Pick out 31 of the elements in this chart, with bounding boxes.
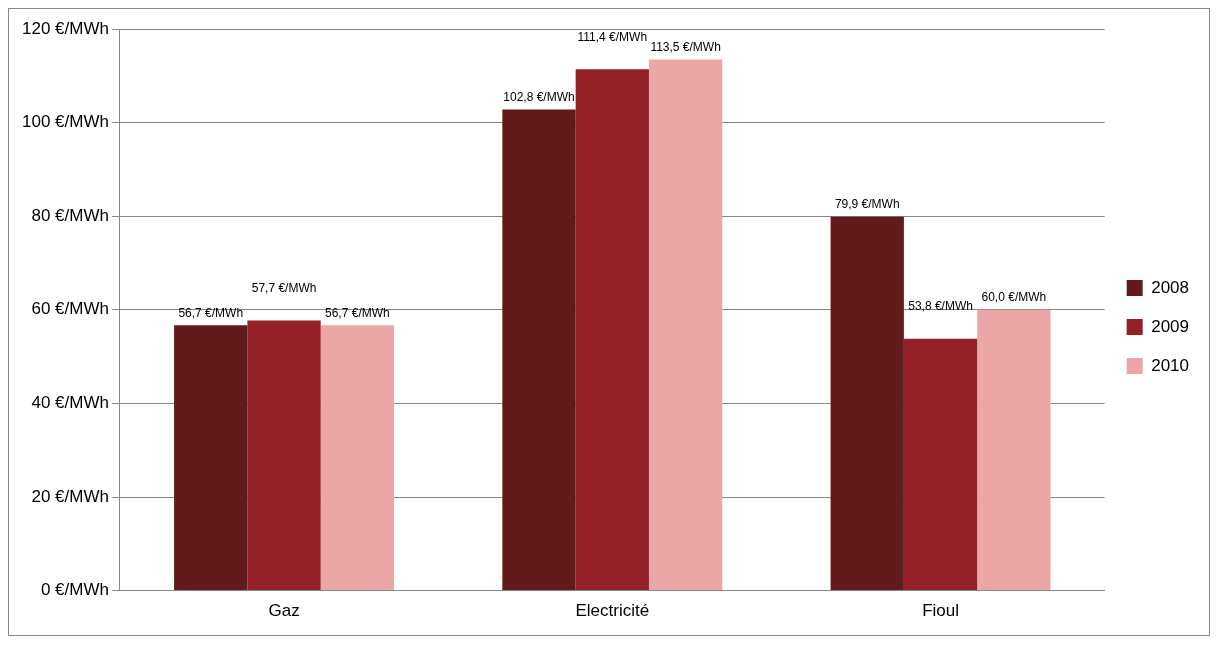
bar	[648, 59, 723, 591]
data-label: 111,4 €/MWh	[577, 29, 648, 44]
x-tick-label: Electricité	[575, 601, 650, 621]
data-label: 57,7 €/MWh	[251, 280, 317, 295]
y-tick-label: 120 €/MWh	[21, 18, 109, 38]
bar	[502, 109, 576, 591]
bar	[174, 325, 248, 591]
data-label: 102,8 €/MWh	[503, 89, 575, 104]
bar	[320, 325, 395, 591]
y-tick-label: 20 €/MWh	[31, 486, 109, 506]
data-label: 79,9 €/MWh	[834, 196, 900, 211]
data-label: 53,8 €/MWh	[908, 299, 973, 314]
bar	[977, 309, 1051, 591]
y-tick-label: 40 €/MWh	[31, 393, 109, 413]
y-tick-label: 80 €/MWh	[31, 205, 109, 225]
x-tick-label: Fioul	[922, 601, 959, 621]
x-tick-label: Gaz	[268, 601, 300, 621]
data-label: 56,7 €/MWh	[178, 305, 244, 320]
bar	[830, 216, 904, 591]
y-tick-label: 100 €/MWh	[21, 112, 109, 132]
legend-label: 2010	[1151, 355, 1190, 375]
bar	[247, 320, 321, 591]
data-label: 113,5 €/MWh	[650, 39, 721, 54]
bar	[903, 338, 978, 591]
bar	[575, 69, 649, 591]
y-tick-label: 0 €/MWh	[40, 580, 109, 600]
data-label: 60,0 €/MWh	[981, 290, 1047, 305]
legend-label: 2009	[1151, 316, 1190, 336]
data-label: 56,7 €/MWh	[325, 305, 390, 320]
legend-label: 2008	[1151, 277, 1190, 297]
y-tick-label: 60 €/MWh	[31, 299, 109, 319]
